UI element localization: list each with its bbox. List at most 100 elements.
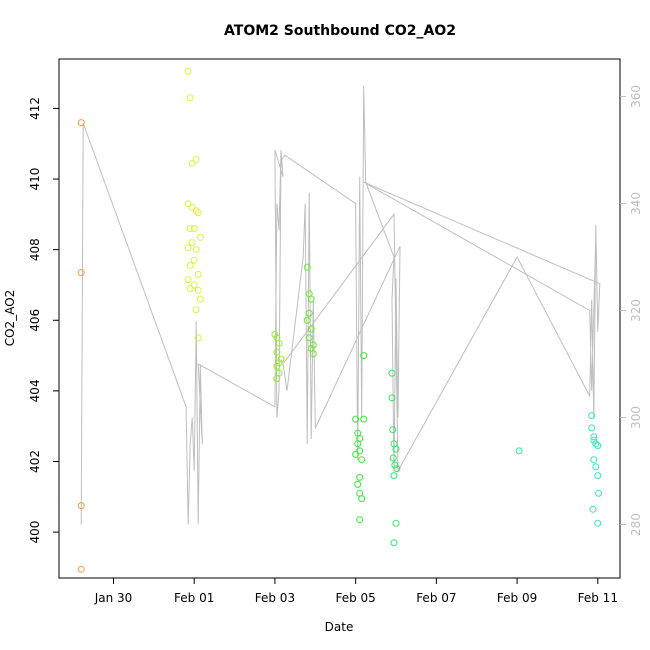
x-tick-label: Jan 30: [94, 591, 133, 605]
data-point: [589, 505, 597, 513]
data-point: [392, 519, 400, 527]
data-point: [307, 295, 315, 303]
data-point: [271, 330, 279, 338]
y2-tick-label: 360: [629, 85, 643, 108]
data-point: [356, 447, 364, 455]
data-point: [186, 94, 194, 102]
x-tick-label: Feb 05: [335, 591, 375, 605]
data-point: [388, 394, 396, 402]
data-point: [273, 348, 281, 356]
data-point: [188, 159, 196, 167]
x-tick-label: Feb 03: [255, 591, 295, 605]
x-tick-label: Feb 09: [497, 591, 537, 605]
y-tick-label: 406: [28, 309, 42, 332]
x-tick-label: Feb 11: [578, 591, 618, 605]
data-point: [188, 203, 196, 211]
data-point: [389, 426, 397, 434]
y2-tick-label: 280: [629, 513, 643, 536]
data-point: [588, 424, 596, 432]
data-point: [358, 495, 366, 503]
data-point: [515, 447, 523, 455]
data-point: [590, 433, 598, 441]
data-point: [594, 519, 602, 527]
data-point: [388, 369, 396, 377]
y-axis-label: CO2_AO2: [3, 290, 17, 347]
secondary-series-line: [80, 85, 601, 525]
data-point: [194, 270, 202, 278]
data-point: [196, 233, 204, 241]
data-point: [354, 440, 362, 448]
data-point: [190, 281, 198, 289]
data-point: [194, 334, 202, 342]
points-layer: [77, 67, 603, 573]
data-point: [595, 489, 603, 497]
data-point: [303, 263, 311, 271]
data-point: [358, 456, 366, 464]
y-tick-label: 412: [28, 97, 42, 120]
data-point: [192, 246, 200, 254]
data-point: [391, 461, 399, 469]
data-point: [594, 472, 602, 480]
y2-tick-label: 320: [629, 299, 643, 322]
data-point: [194, 286, 202, 294]
data-point: [392, 445, 400, 453]
y2-axis: 280 300 320 340 360: [620, 85, 643, 536]
data-point: [77, 269, 85, 277]
data-point: [592, 440, 600, 448]
data-point: [594, 442, 602, 450]
data-point: [390, 472, 398, 480]
data-point: [352, 450, 360, 458]
data-point: [588, 412, 596, 420]
data-point: [190, 225, 198, 232]
data-point: [192, 207, 200, 215]
data-point: [354, 480, 362, 488]
data-point: [188, 239, 196, 247]
plot-frame: [58, 58, 621, 579]
data-point: [360, 352, 368, 360]
y-tick-label: 408: [28, 238, 42, 261]
data-point: [356, 473, 364, 481]
data-point: [275, 359, 283, 367]
data-point: [184, 244, 192, 252]
y-tick-label: 402: [28, 450, 42, 473]
y-tick-label: 400: [28, 521, 42, 544]
data-point: [360, 415, 368, 423]
data-point: [186, 285, 194, 292]
data-point: [184, 67, 192, 75]
data-point: [194, 209, 202, 217]
chart-title: ATOM2 Southbound CO2_AO2: [224, 23, 456, 39]
y-axis: 400 402 404 406 408 410 412: [28, 97, 59, 544]
data-point: [303, 316, 311, 324]
secondary-series-layer: [80, 85, 601, 525]
data-point: [305, 309, 313, 317]
data-point: [352, 415, 360, 423]
data-point: [309, 350, 317, 358]
data-point: [196, 295, 204, 303]
y2-tick-label: 340: [629, 192, 643, 215]
data-point: [389, 454, 397, 462]
data-point: [184, 200, 192, 208]
data-point: [309, 341, 317, 349]
y2-tick-label: 300: [629, 406, 643, 429]
data-point: [305, 334, 313, 342]
data-point: [192, 306, 200, 314]
data-point: [273, 362, 281, 370]
x-axis: Jan 30 Feb 01 Feb 03 Feb 05 Feb 07 Feb 09 Feb …: [94, 578, 618, 605]
data-point: [590, 456, 598, 464]
data-point: [277, 355, 285, 363]
data-point: [77, 119, 85, 127]
data-point: [190, 256, 198, 264]
data-point: [390, 539, 398, 547]
data-point: [592, 463, 600, 471]
data-point: [307, 325, 315, 333]
y-tick-label: 404: [28, 379, 42, 402]
data-point: [273, 375, 281, 382]
data-point: [77, 502, 85, 510]
data-point: [186, 262, 194, 269]
data-point: [77, 565, 85, 573]
x-tick-label: Feb 01: [174, 591, 214, 605]
data-point: [393, 465, 401, 473]
y-tick-label: 410: [28, 168, 42, 191]
